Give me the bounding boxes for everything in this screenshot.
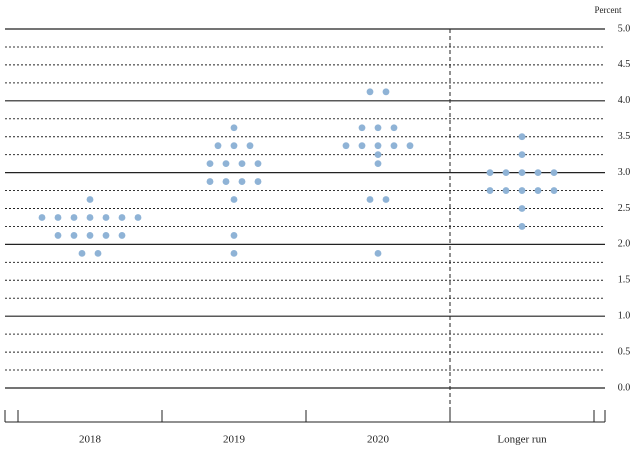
dot: [366, 88, 374, 96]
dot: [238, 178, 246, 185]
dot: [502, 187, 510, 194]
dot: [118, 214, 126, 221]
dot: [214, 142, 222, 150]
dot: [382, 88, 390, 96]
x-tick-label: 2019: [223, 434, 246, 446]
dot: [222, 178, 230, 185]
dot: [54, 232, 62, 239]
dot: [230, 196, 238, 203]
y-tick-label: 0.0: [618, 382, 631, 393]
dot: [534, 169, 542, 177]
dot: [374, 249, 382, 257]
y-tick-label: 4.0: [618, 95, 631, 106]
y-tick-label: 0.5: [618, 346, 631, 357]
dot: [230, 124, 238, 132]
dot: [134, 214, 142, 221]
y-tick-label: 2.0: [618, 239, 631, 250]
dot: [230, 232, 238, 239]
dot: [518, 169, 526, 177]
dot: [206, 178, 214, 185]
dot: [86, 214, 94, 221]
dot: [230, 142, 238, 150]
dot: [486, 187, 494, 194]
dot: [502, 169, 510, 177]
dot: [518, 187, 526, 194]
dot: [390, 142, 398, 150]
dot: [374, 142, 382, 150]
dot: [86, 196, 94, 203]
dot: [54, 214, 62, 221]
dot: [366, 196, 374, 203]
dot: [94, 249, 102, 257]
dot: [518, 151, 526, 159]
dot: [118, 232, 126, 239]
dot: [222, 160, 230, 168]
dot: [70, 232, 78, 239]
dot: [254, 178, 262, 185]
dot: [382, 196, 390, 203]
dot: [374, 160, 382, 168]
dot: [358, 124, 366, 132]
dot: [550, 169, 558, 177]
dot: [38, 214, 46, 221]
dot: [78, 249, 86, 257]
y-tick-label: 1.5: [618, 275, 631, 286]
dot: [238, 160, 246, 168]
x-tick-label: 2018: [79, 434, 102, 446]
dot: [206, 160, 214, 168]
dot: [102, 232, 110, 239]
dot: [246, 142, 254, 150]
dot: [390, 124, 398, 132]
dot: [534, 187, 542, 194]
dot: [254, 160, 262, 168]
dot: [374, 124, 382, 132]
dot: [486, 169, 494, 177]
dot: [70, 214, 78, 221]
dot: [358, 142, 366, 150]
y-tick-label: 4.5: [618, 59, 631, 70]
y-tick-label: 2.5: [618, 203, 631, 214]
y-axis-label: Percent: [595, 5, 622, 15]
dot: [518, 133, 526, 141]
dot: [230, 249, 238, 257]
dot: [550, 187, 558, 194]
dot: [342, 142, 350, 150]
dot: [518, 205, 526, 212]
dot: [374, 151, 382, 159]
dot: [518, 223, 526, 230]
x-tick-label: 2020: [367, 434, 390, 446]
y-tick-label: 1.0: [618, 310, 631, 321]
dot: [102, 214, 110, 221]
y-tick-label: 3.0: [618, 167, 631, 178]
y-tick-label: 3.5: [618, 131, 631, 142]
x-tick-label: Longer run: [497, 434, 547, 446]
dot: [86, 232, 94, 239]
y-tick-label: 5.0: [618, 23, 631, 34]
dot: [406, 142, 414, 150]
